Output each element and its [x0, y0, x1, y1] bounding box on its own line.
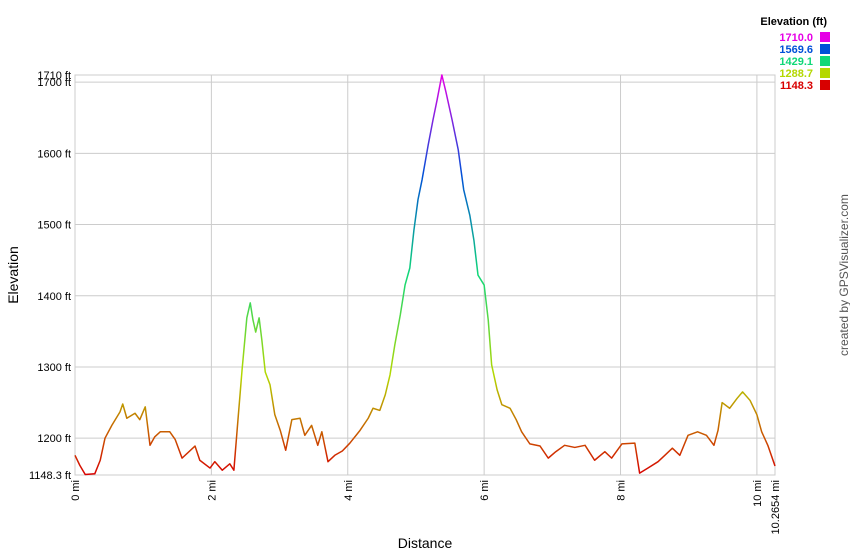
y-tick-label: 1500 ft — [37, 220, 71, 232]
legend-label: 1148.3 — [780, 80, 813, 92]
legend-swatch — [820, 44, 830, 54]
x-tick-label: 0 mi — [70, 480, 82, 501]
legend-label: 1429.1 — [779, 56, 813, 68]
y-tick-label: 1710 ft — [37, 70, 71, 82]
y-tick-label: 1300 ft — [37, 362, 71, 374]
y-tick-label: 1200 ft — [37, 433, 71, 445]
legend-swatch — [820, 32, 830, 42]
x-tick-label: 10.2654 mi — [770, 480, 782, 534]
y-axis-label: Elevation — [5, 246, 21, 304]
x-tick-label: 4 mi — [343, 480, 355, 501]
elevation-line — [74, 74, 776, 476]
legend-label: 1710.0 — [779, 32, 813, 44]
x-tick-label: 6 mi — [479, 480, 491, 501]
legend-swatch — [820, 68, 830, 78]
credit: created by GPSVisualizer.com — [837, 194, 850, 356]
x-axis-label: Distance — [398, 535, 453, 550]
y-tick-label: 1400 ft — [37, 291, 71, 303]
legend-label: 1569.6 — [779, 44, 813, 56]
y-tick-label: 1700 ft — [37, 77, 71, 89]
x-tick-label: 8 mi — [616, 480, 628, 501]
plot-area — [74, 74, 776, 476]
x-tick-label: 2 mi — [206, 480, 218, 501]
y-tick-label: 1148.3 ft — [29, 470, 71, 482]
legend-swatch — [820, 80, 830, 90]
legend-title: Elevation (ft) — [760, 16, 827, 28]
legend-label: 1288.7 — [779, 68, 813, 80]
y-tick-label: 1600 ft — [37, 148, 71, 160]
x-tick-label: 10 mi — [752, 480, 764, 507]
legend-swatch — [820, 56, 830, 66]
